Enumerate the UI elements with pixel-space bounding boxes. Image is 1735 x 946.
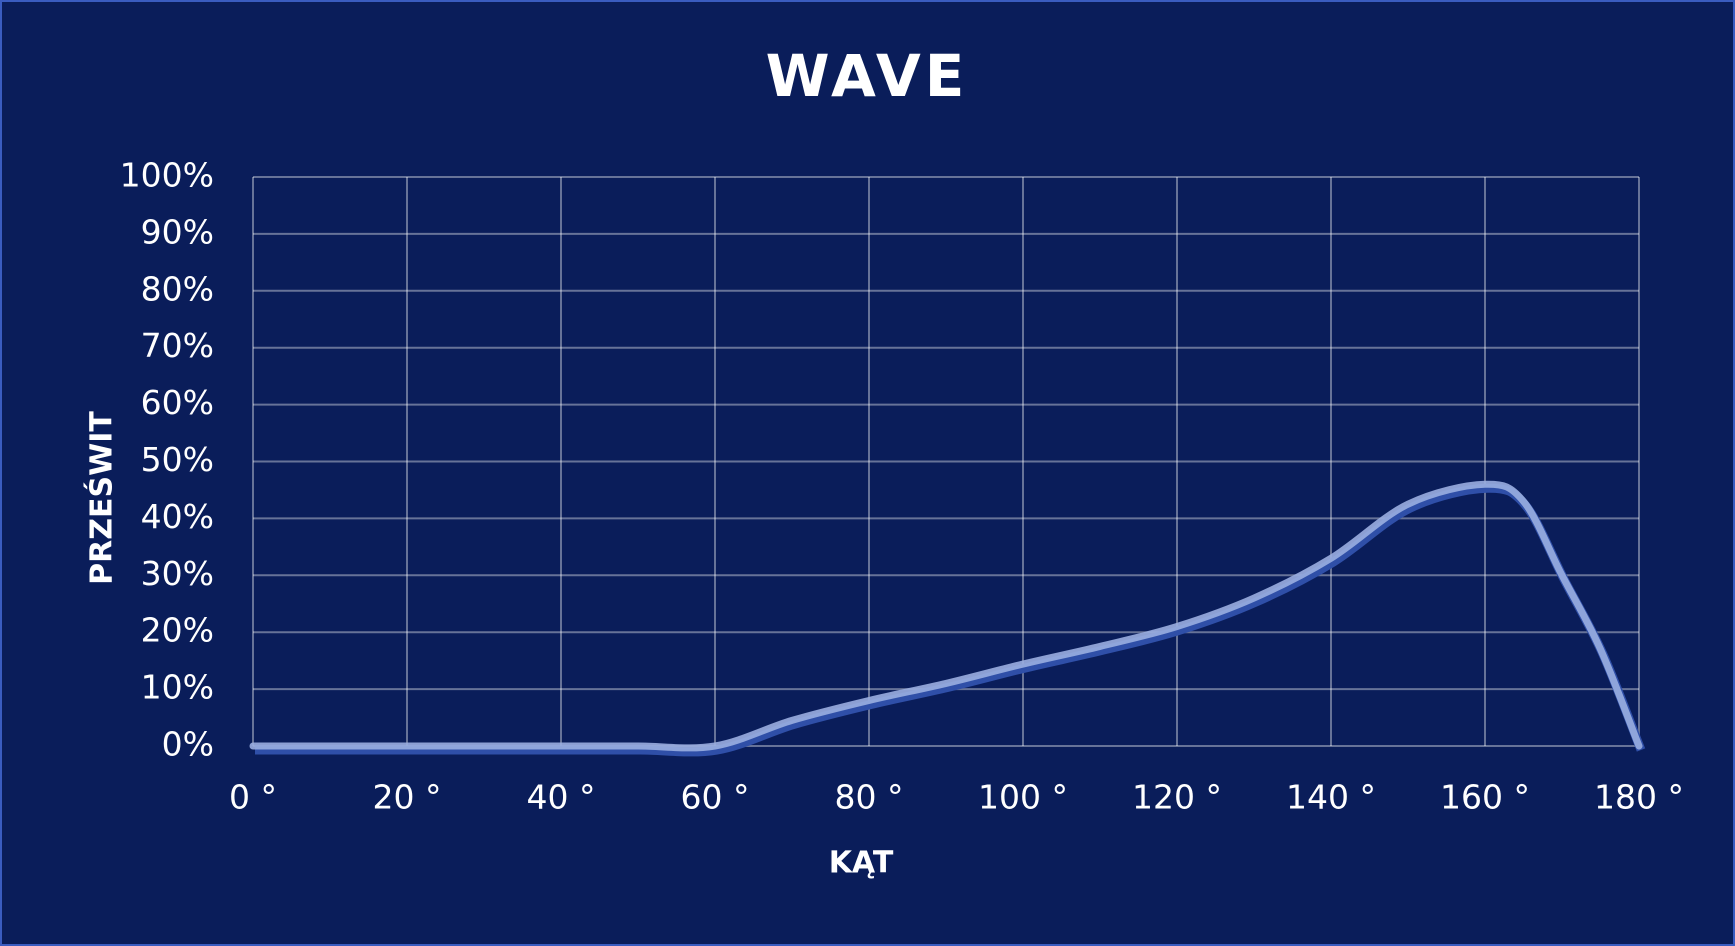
y-tick-label: 10% — [141, 668, 214, 707]
line — [249, 480, 1643, 752]
x-tick-label: 20 ° — [373, 778, 442, 817]
y-axis-title: PRZEŚWIT — [83, 411, 120, 585]
y-tick-label: 90% — [141, 212, 214, 251]
x-tick-label: 180 ° — [1594, 778, 1684, 817]
y-tick-label: 60% — [141, 383, 214, 422]
x-tick-label: 160 ° — [1440, 778, 1530, 817]
x-tick-label: 60 ° — [681, 778, 750, 817]
x-tick-label: 40 ° — [527, 778, 596, 817]
y-tick-label: 80% — [141, 269, 214, 308]
x-axis-title: KĄT — [829, 846, 894, 881]
chart-title: WAVE — [766, 42, 969, 110]
x-tick-label: 140 ° — [1286, 778, 1376, 817]
x-tick-label: 80 ° — [835, 778, 904, 817]
y-tick-label: 30% — [141, 554, 214, 593]
y-tick-label: 70% — [141, 326, 214, 365]
y-tick-label: 20% — [141, 611, 214, 650]
x-tick-label: 0 ° — [229, 778, 277, 817]
y-tick-label: 0% — [162, 725, 214, 764]
y-tick-label: 40% — [141, 497, 214, 536]
x-tick-label: 100 ° — [978, 778, 1068, 817]
x-tick-label: 120 ° — [1132, 778, 1222, 817]
y-tick-label: 50% — [141, 440, 214, 479]
y-tick-label: 100% — [120, 156, 214, 195]
